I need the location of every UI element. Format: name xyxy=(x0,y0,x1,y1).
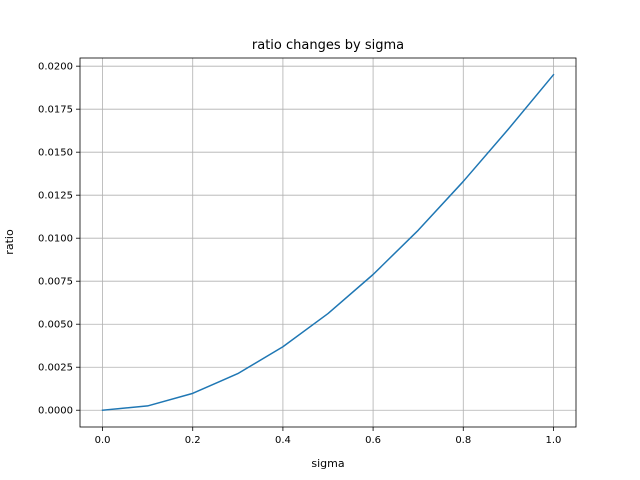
x-axis-label: sigma xyxy=(311,457,344,470)
series-line xyxy=(101,73,555,412)
x-tick-label: 0.0 xyxy=(95,435,111,446)
plot-frame xyxy=(79,57,577,428)
y-tick-label: 0.0025 xyxy=(38,363,73,374)
x-tick-label: 0.4 xyxy=(275,435,291,446)
y-tick-label: 0.0050 xyxy=(38,320,73,331)
y-tick-label: 0.0100 xyxy=(38,234,73,245)
x-axis: 0.0 0.2 0.4 0.6 0.8 1.0 xyxy=(95,427,562,446)
grid xyxy=(80,58,576,427)
y-tick-label: 0.0175 xyxy=(38,105,73,116)
y-tick-label: 0.0125 xyxy=(38,191,73,202)
y-tick-label: 0.0150 xyxy=(38,148,73,159)
x-tick-label: 0.2 xyxy=(185,435,201,446)
series-group xyxy=(101,73,555,412)
y-tick-label: 0.0075 xyxy=(38,277,73,288)
y-axis: 0.0000 0.0025 0.0050 0.0075 0.0100 0.0125 0.01… xyxy=(38,62,80,417)
chart-title: ratio changes by sigma xyxy=(252,38,404,53)
y-axis-label: ratio xyxy=(3,229,16,255)
x-tick-label: 0.6 xyxy=(365,435,381,446)
x-tick-label: 1.0 xyxy=(546,435,562,446)
y-tick-label: 0.0200 xyxy=(38,62,73,73)
y-tick-label: 0.0000 xyxy=(38,406,73,417)
x-tick-label: 0.8 xyxy=(455,435,471,446)
